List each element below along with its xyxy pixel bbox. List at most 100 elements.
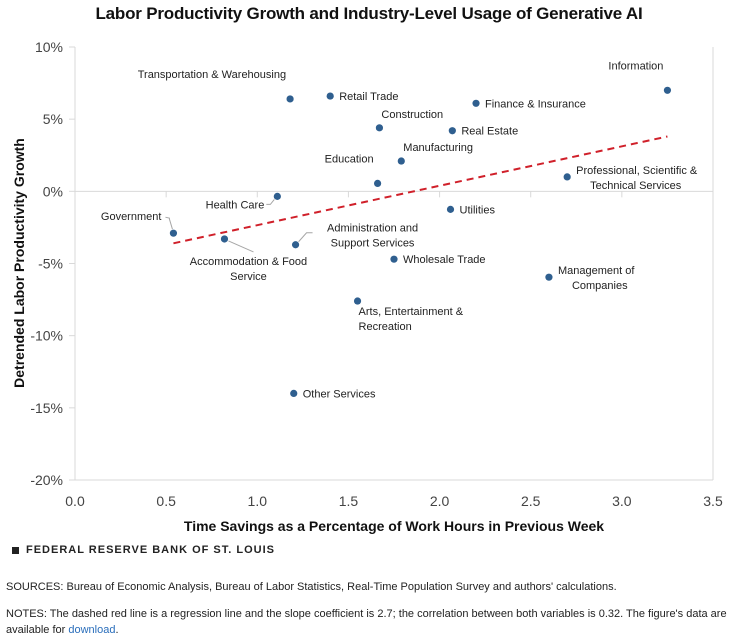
point-label-line: Technical Services <box>590 180 682 192</box>
y-tick-label: 10% <box>35 39 63 55</box>
data-point <box>220 235 229 243</box>
data-point <box>273 192 281 200</box>
point-finance-insurance: Finance & Insurance <box>472 98 586 110</box>
point-label-line: Administration and <box>327 223 418 235</box>
point-label-line: Wholesale Trade <box>403 254 486 266</box>
point-label: Transportation & Warehousing <box>138 69 286 81</box>
x-tick-label: 3.5 <box>703 493 723 509</box>
point-manufacturing: Manufacturing <box>397 142 473 165</box>
point-label: Manufacturing <box>403 142 473 154</box>
x-tick-label: 2.5 <box>521 493 541 509</box>
point-label-line: Information <box>608 60 663 72</box>
axes: 10% 5% 0% -5% -10% -15% -20%0.0 0.5 1.0 1.5 2.0 2.5… <box>30 39 723 509</box>
point-government: Government <box>101 211 178 237</box>
download-link[interactable]: download <box>68 624 116 636</box>
scatter-chart: 10% 5% 0% -5% -10% -15% -20%0.0 0.5 1.0 1.5 2.0 2.5… <box>11 39 723 534</box>
data-point <box>291 241 300 249</box>
brand-name: FEDERAL RESERVE BANK OF ST. LOUIS <box>26 544 275 556</box>
point-label-line: Transportation & Warehousing <box>138 69 286 81</box>
point-arts-entertainment-recreation: Arts, Entertainment & Recreation <box>353 297 464 333</box>
x-axis-title: Time Savings as a Percentage of Work Hou… <box>184 518 604 534</box>
point-label-line: Arts, Entertainment & <box>359 306 464 318</box>
point-management-of-companies: Management of Companies <box>545 265 635 292</box>
point-wholesale-trade: Wholesale Trade <box>390 254 486 266</box>
x-tick-label: 2.0 <box>430 493 450 509</box>
data-point <box>373 179 382 187</box>
point-utilities: Utilities <box>446 204 496 216</box>
point-label-line: Real Estate <box>461 126 518 138</box>
point-label-line: Education <box>325 153 374 165</box>
point-label: Utilities <box>460 204 496 216</box>
data-point <box>663 86 672 94</box>
data-point <box>286 95 294 103</box>
point-label-line: Utilities <box>460 204 496 216</box>
point-label: Arts, Entertainment & Recreation <box>359 306 464 333</box>
x-tick-label: 1.5 <box>339 493 359 509</box>
data-point <box>545 273 553 281</box>
point-label-line: Manufacturing <box>403 142 473 154</box>
point-label-line: Health Care <box>206 199 265 211</box>
point-label: Accommodation & Food Service <box>190 256 307 283</box>
data-point <box>375 124 384 132</box>
x-tick-label: 1.0 <box>248 493 268 509</box>
point-label: Health Care <box>206 199 265 211</box>
point-professional-scientific-technical-services: Professional, Scientific & Technical Serv… <box>563 165 698 192</box>
point-education: Education <box>325 153 382 187</box>
point-label-line: Government <box>101 211 162 223</box>
x-tick-label: 0.5 <box>156 493 176 509</box>
data-point <box>472 99 480 107</box>
leader-line <box>165 216 173 230</box>
data-point <box>563 173 571 181</box>
point-label-line: Service <box>230 271 267 283</box>
y-tick-label: 0% <box>43 183 63 199</box>
notes-text: NOTES: The dashed red line is a regressi… <box>6 608 727 636</box>
leader-line <box>298 232 313 243</box>
point-label: Construction <box>381 109 443 121</box>
point-label-line: Finance & Insurance <box>485 98 586 110</box>
data-point <box>397 157 405 165</box>
points-group: Transportation & Warehousing Retail Trade… <box>101 60 698 400</box>
y-tick-label: -10% <box>30 328 63 344</box>
y-tick-label: -15% <box>30 400 63 416</box>
regression-line-group <box>173 135 668 245</box>
point-label: Retail Trade <box>339 91 398 103</box>
point-label: Administration and Support Services <box>327 223 418 250</box>
data-point <box>390 255 398 263</box>
point-health-care: Health Care <box>206 192 281 211</box>
x-tick-label: 3.0 <box>612 493 632 509</box>
point-other-services: Other Services <box>290 388 376 400</box>
x-tick-label: 0.0 <box>65 493 85 509</box>
point-label: Management of Companies <box>558 265 635 292</box>
point-label: Other Services <box>303 388 376 400</box>
point-transportation-warehousing: Transportation & Warehousing <box>138 69 294 103</box>
data-point <box>169 229 178 237</box>
chart-title: Labor Productivity Growth and Industry-L… <box>95 4 643 23</box>
point-label-line: Recreation <box>359 321 412 333</box>
point-label-line: Construction <box>381 109 443 121</box>
data-point <box>446 205 455 213</box>
regression-line <box>173 135 668 245</box>
point-accommodation-food-service: Accommodation & Food Service <box>190 235 307 283</box>
data-point <box>448 127 456 135</box>
point-label: Wholesale Trade <box>403 254 486 266</box>
point-label-line: Companies <box>572 280 628 292</box>
y-tick-label: -5% <box>38 256 63 272</box>
leader-line <box>228 240 254 253</box>
brand-square-icon <box>12 546 19 554</box>
notes: NOTES: The dashed red line is a regressi… <box>6 606 732 638</box>
point-label-line: Professional, Scientific & <box>576 165 698 177</box>
leader-line <box>266 199 275 205</box>
point-retail-trade: Retail Trade <box>326 91 399 103</box>
point-label: Government <box>101 211 162 223</box>
brand-footer: FEDERAL RESERVE BANK OF ST. LOUIS <box>12 544 275 556</box>
data-point <box>353 297 362 305</box>
point-label-line: Support Services <box>331 238 415 250</box>
point-label-line: Retail Trade <box>339 91 398 103</box>
y-tick-label: 5% <box>43 111 63 127</box>
notes-end: . <box>115 624 119 636</box>
y-axis-title: Detrended Labor Productivity Growth <box>11 138 27 388</box>
point-label: Real Estate <box>461 126 518 138</box>
point-label: Finance & Insurance <box>485 98 586 110</box>
point-construction: Construction <box>375 109 443 132</box>
point-label-line: Management of <box>558 265 635 277</box>
